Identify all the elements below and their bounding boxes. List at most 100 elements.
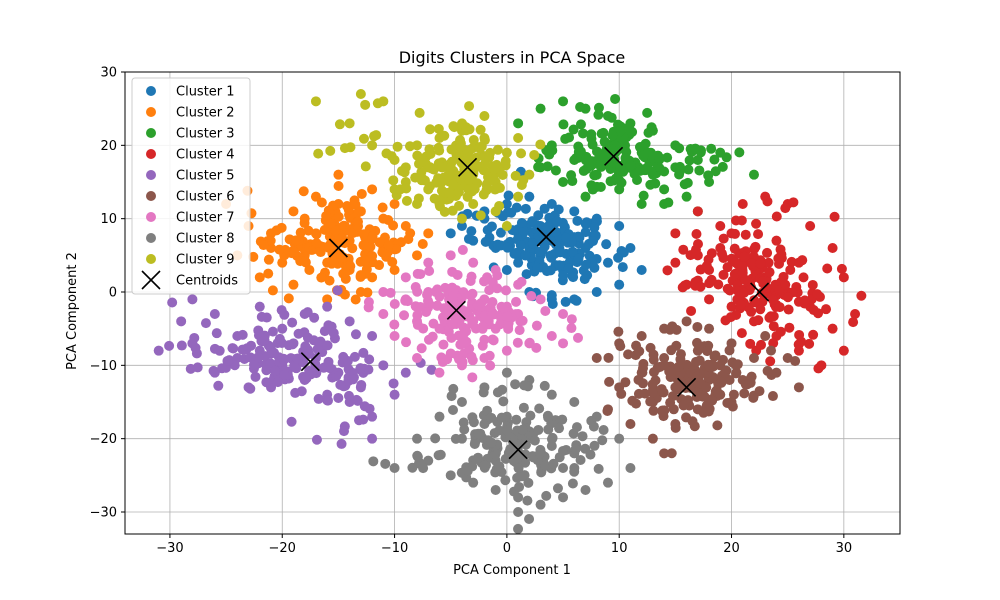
data-point [290,235,301,246]
data-point [486,412,497,423]
data-point [620,377,631,388]
data-point [520,203,531,214]
data-point [695,281,706,292]
data-point [464,101,475,112]
data-point [502,311,513,322]
data-point [558,177,569,187]
data-point [363,297,374,308]
data-point [762,247,773,258]
data-point [601,239,612,250]
centroid-marker [328,238,348,258]
data-point [782,292,793,303]
centroid-marker [300,352,320,372]
data-point [455,339,466,350]
data-point [532,262,543,273]
data-point [433,450,444,461]
legend-marker [146,170,156,180]
data-point [633,374,644,385]
data-point [614,126,625,137]
data-point [310,358,321,369]
centroid-marker [750,282,770,302]
data-point [731,360,742,371]
data-point [516,471,527,482]
data-point [313,393,324,404]
data-point [848,317,859,328]
data-point [437,162,448,173]
data-point [718,233,729,244]
data-point [553,204,564,215]
data-point [686,305,697,316]
data-point [643,127,654,138]
data-point [412,353,423,363]
data-point [493,182,504,193]
data-point [753,315,764,326]
data-point [704,323,715,334]
data-point [418,463,429,474]
data-point [580,191,591,202]
data-point [616,388,627,399]
data-point [413,193,424,204]
centroid-marker [508,440,528,460]
data-point [566,170,577,181]
data-point [580,219,591,230]
data-point [722,262,733,273]
data-point [739,251,750,262]
data-point [190,342,201,353]
data-point [379,232,390,243]
data-point [452,269,463,280]
data-point [751,218,762,229]
data-point [520,250,531,261]
data-point [254,301,265,312]
legend-marker [146,212,156,222]
centroid-marker [604,146,624,166]
data-point [790,356,801,367]
data-point [360,161,371,172]
data-point [414,107,425,118]
data-point [278,354,289,365]
data-point [560,133,571,144]
data-point [659,184,670,195]
data-point [355,89,366,99]
data-point [367,331,378,341]
data-point [259,335,270,346]
data-point [468,417,479,428]
data-point [666,345,677,356]
data-point [503,190,514,201]
data-point [546,434,557,445]
data-point [301,373,312,384]
data-point [448,383,459,394]
data-point [599,151,610,162]
data-point [734,147,745,158]
data-point [619,144,630,155]
data-point [450,433,461,444]
data-point [208,365,219,376]
data-point [316,272,327,283]
data-point [485,360,496,371]
data-point [457,244,468,255]
data-point [400,221,411,231]
data-point [636,199,647,209]
series-4 [662,191,867,374]
data-point [675,354,686,365]
data-point [771,211,782,222]
data-point [428,318,439,329]
data-point [263,254,274,265]
data-point [378,360,389,371]
data-point [519,380,530,391]
data-point [784,322,795,333]
data-point [490,485,501,495]
data-point [659,448,670,459]
data-point [510,170,521,181]
data-point [542,221,553,232]
data-point [387,256,398,267]
data-point [359,401,370,412]
data-point [707,395,718,406]
data-point [322,395,333,406]
data-point [543,424,554,435]
data-point [501,147,512,158]
data-point [292,353,303,364]
data-point [412,150,423,161]
data-point [311,238,322,249]
data-point [358,133,369,144]
data-point [303,225,314,236]
